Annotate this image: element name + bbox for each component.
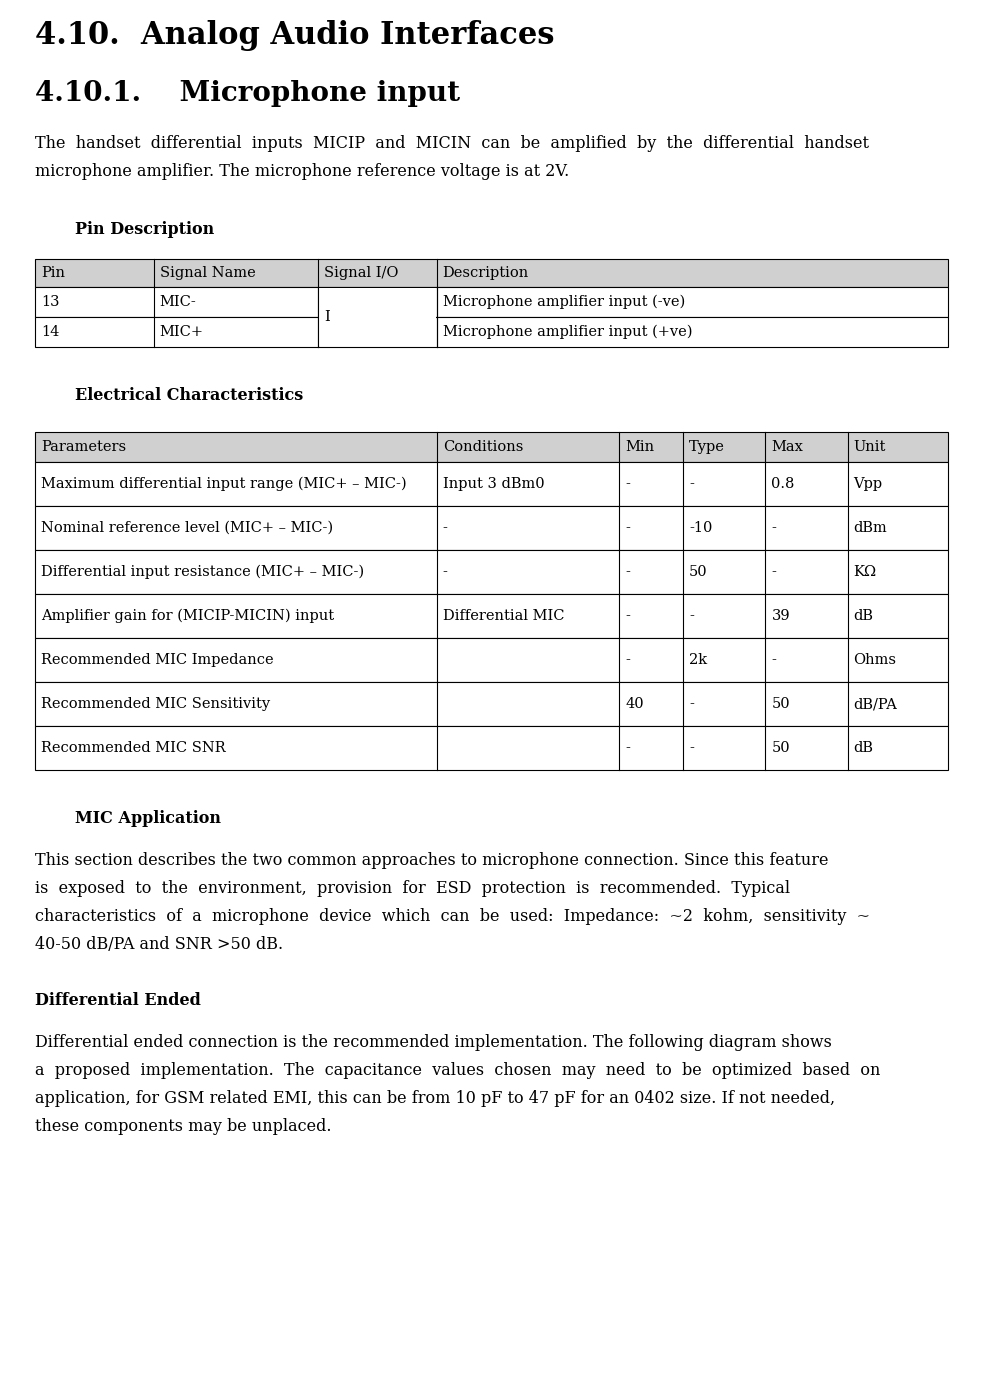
Text: -: -: [689, 477, 694, 491]
Text: Description: Description: [442, 266, 529, 280]
Bar: [35, 286, 948, 317]
Bar: [35, 507, 948, 549]
Bar: [319, 288, 435, 346]
Text: dB: dB: [853, 609, 874, 623]
Bar: [619, 432, 683, 462]
Text: -: -: [625, 609, 630, 623]
Text: Max: Max: [772, 440, 803, 454]
Text: MIC-: MIC-: [159, 295, 197, 309]
Text: Differential MIC: Differential MIC: [442, 609, 564, 623]
Text: 0.8: 0.8: [772, 477, 795, 491]
Text: -: -: [625, 477, 630, 491]
Bar: [35, 432, 436, 462]
Text: 2k: 2k: [689, 653, 708, 667]
Text: Nominal reference level (MIC+ – MIC-): Nominal reference level (MIC+ – MIC-): [41, 520, 333, 536]
Text: is  exposed  to  the  environment,  provision  for  ESD  protection  is  recomme: is exposed to the environment, provision…: [35, 880, 790, 897]
Text: dBm: dBm: [853, 520, 888, 536]
Text: Microphone amplifier input (+ve): Microphone amplifier input (+ve): [442, 325, 692, 339]
Text: -: -: [689, 698, 694, 711]
Text: Recommended MIC Sensitivity: Recommended MIC Sensitivity: [41, 698, 270, 711]
Text: Conditions: Conditions: [442, 440, 523, 454]
Text: Parameters: Parameters: [41, 440, 126, 454]
Text: microphone amplifier. The microphone reference voltage is at 2V.: microphone amplifier. The microphone ref…: [35, 163, 569, 180]
Text: -: -: [442, 565, 447, 579]
Text: -: -: [625, 565, 630, 579]
Text: 40-50 dB/PA and SNR >50 dB.: 40-50 dB/PA and SNR >50 dB.: [35, 936, 283, 954]
Text: Electrical Characteristics: Electrical Characteristics: [75, 388, 303, 404]
Text: 50: 50: [772, 698, 790, 711]
Text: Unit: Unit: [853, 440, 886, 454]
Text: -10: -10: [689, 520, 713, 536]
Text: Pin Description: Pin Description: [75, 221, 214, 238]
Text: MIC Application: MIC Application: [75, 810, 221, 828]
Bar: [35, 638, 948, 682]
Text: MIC+: MIC+: [159, 325, 203, 339]
Bar: [847, 432, 948, 462]
Text: -: -: [689, 740, 694, 756]
Text: Signal I/O: Signal I/O: [324, 266, 398, 280]
Text: Microphone amplifier input (-ve): Microphone amplifier input (-ve): [442, 295, 685, 309]
Text: The  handset  differential  inputs  MICIP  and  MICIN  can  be  amplified  by  t: The handset differential inputs MICIP an…: [35, 136, 869, 152]
Text: 4.10.1.    Microphone input: 4.10.1. Microphone input: [35, 80, 460, 107]
Text: these components may be unplaced.: these components may be unplaced.: [35, 1118, 331, 1135]
Bar: [35, 727, 948, 770]
Text: -: -: [625, 520, 630, 536]
Text: Min: Min: [625, 440, 655, 454]
Bar: [35, 462, 948, 507]
Text: Recommended MIC Impedance: Recommended MIC Impedance: [41, 653, 273, 667]
Text: -: -: [772, 653, 777, 667]
Bar: [35, 594, 948, 638]
Bar: [318, 259, 436, 286]
Bar: [35, 549, 948, 594]
Text: 40: 40: [625, 698, 644, 711]
Text: KΩ: KΩ: [853, 565, 877, 579]
Text: Type: Type: [689, 440, 725, 454]
Bar: [436, 432, 619, 462]
Text: dB: dB: [853, 740, 874, 756]
Text: Signal Name: Signal Name: [159, 266, 256, 280]
Text: a  proposed  implementation.  The  capacitance  values  chosen  may  need  to  b: a proposed implementation. The capacitan…: [35, 1062, 881, 1080]
Bar: [153, 259, 318, 286]
Text: -: -: [772, 520, 777, 536]
Text: Differential ended connection is the recommended implementation. The following d: Differential ended connection is the rec…: [35, 1034, 832, 1050]
Text: Recommended MIC SNR: Recommended MIC SNR: [41, 740, 226, 756]
Text: application, for GSM related EMI, this can be from 10 pF to 47 pF for an 0402 si: application, for GSM related EMI, this c…: [35, 1091, 836, 1107]
Text: -: -: [689, 609, 694, 623]
Text: Vpp: Vpp: [853, 477, 883, 491]
Text: -: -: [625, 740, 630, 756]
Bar: [35, 682, 948, 727]
Text: 50: 50: [689, 565, 708, 579]
Text: -: -: [442, 520, 447, 536]
Text: Amplifier gain for (MICIP-MICIN) input: Amplifier gain for (MICIP-MICIN) input: [41, 609, 334, 623]
Bar: [35, 432, 948, 462]
Text: 4.10.  Analog Audio Interfaces: 4.10. Analog Audio Interfaces: [35, 19, 554, 51]
Text: -: -: [625, 653, 630, 667]
Bar: [436, 259, 948, 286]
Text: 50: 50: [772, 740, 790, 756]
Text: -: -: [772, 565, 777, 579]
Bar: [766, 432, 847, 462]
Text: Ohms: Ohms: [853, 653, 896, 667]
Text: dB/PA: dB/PA: [853, 698, 897, 711]
Text: This section describes the two common approaches to microphone connection. Since: This section describes the two common ap…: [35, 853, 829, 869]
Text: Input 3 dBm0: Input 3 dBm0: [442, 477, 545, 491]
Text: characteristics  of  a  microphone  device  which  can  be  used:  Impedance:  ~: characteristics of a microphone device w…: [35, 908, 870, 925]
Bar: [683, 432, 766, 462]
Text: Differential input resistance (MIC+ – MIC-): Differential input resistance (MIC+ – MI…: [41, 565, 364, 579]
Bar: [35, 317, 948, 347]
Bar: [35, 259, 153, 286]
Text: 39: 39: [772, 609, 790, 623]
Text: 14: 14: [41, 325, 59, 339]
Bar: [35, 259, 948, 286]
Text: Pin: Pin: [41, 266, 65, 280]
Text: Maximum differential input range (MIC+ – MIC-): Maximum differential input range (MIC+ –…: [41, 477, 407, 491]
Text: Differential Ended: Differential Ended: [35, 992, 201, 1009]
Text: I: I: [324, 310, 329, 324]
Text: 13: 13: [41, 295, 60, 309]
